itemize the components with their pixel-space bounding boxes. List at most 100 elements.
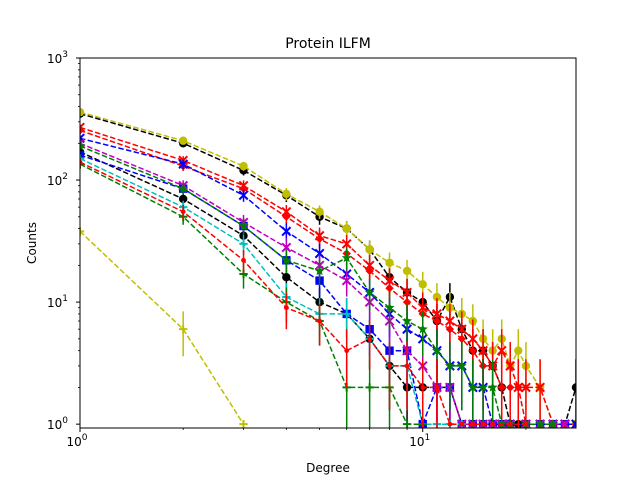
y-axis-label: Counts [25,222,39,264]
series-5-point-12 [457,334,466,344]
series-2-point-22 [571,383,576,392]
series-6-point-1 [178,159,189,170]
series-1-point-4 [315,207,324,216]
series-11-point-7 [387,363,392,369]
series-8-point-15 [487,382,498,392]
series-9-point-5 [342,309,351,319]
x-axis-label: Degree [306,461,350,475]
series-4-point-20 [535,382,546,393]
series-11-point-8 [404,363,410,369]
series-11-point-0 [80,159,83,165]
series-9-point-0 [80,154,85,163]
series-11-point-17 [523,421,529,427]
series-1-point-9 [418,280,427,289]
series-2-point-3 [282,272,291,282]
series-8-point-7 [384,302,395,312]
series-12-point-1 [178,324,188,334]
series-11-point-1 [180,209,186,215]
series-10-point-8 [402,419,412,428]
series-8-point-5 [341,252,352,263]
series-11-point-15 [490,421,496,427]
series-1-point-1 [178,136,188,145]
series-1-point-3 [282,189,291,199]
series-1-point-18 [514,346,523,355]
series-7-point-3 [281,242,292,253]
series-8-point-14 [478,382,488,392]
series-5-point-6 [365,266,374,276]
series-4-point-19 [521,382,531,393]
series-8-point-9 [417,324,428,334]
series-3-point-0 [80,150,85,160]
series-11-point-11 [447,421,453,427]
series-8-point-6 [364,287,375,297]
series-12-point-2 [239,419,248,428]
series-0-line [80,112,576,425]
series-8-point-8 [402,315,412,326]
y-tick-exponent-3: 3 [62,50,68,60]
series-8-point-2 [238,220,249,231]
y-tick-exponent-0: 0 [62,416,68,426]
series-5-point-10 [432,316,442,326]
series-layer [80,107,576,428]
y-tick-exponent-2: 2 [62,172,68,182]
series-10-point-6 [365,383,374,392]
series-1-point-2 [239,161,248,171]
series-5-point-0 [80,126,85,135]
series-11 [80,157,529,428]
series-1-point-10 [432,292,442,302]
series-7-point-21 [560,419,570,428]
series-8-point-10 [432,345,442,355]
series-5 [80,126,576,428]
series-6-point-22 [571,419,576,428]
series-11-point-6 [367,336,373,342]
series-1-point-7 [385,258,394,267]
series-7-point-5 [341,275,352,286]
series-5-point-2 [239,184,248,193]
series-8-point-13 [467,382,478,392]
y-tick-exponent-1: 1 [62,294,68,304]
series-11-point-3 [283,305,289,311]
series-8-point-4 [314,265,325,276]
series-1-point-5 [342,224,351,233]
series-8-point-12 [456,360,467,371]
series-12 [80,227,248,428]
series-8-point-11 [444,360,455,371]
series-9-point-2 [239,239,248,249]
series-6-point-3 [281,226,292,237]
series-5-point-3 [282,212,291,221]
series-8-point-19 [535,419,545,428]
series-8-point-0 [80,140,85,151]
series-11-point-13 [470,421,476,427]
series-1-point-6 [365,245,374,254]
series-1-line [80,111,576,425]
chart-title: Protein ILFM [285,36,371,52]
series-4-point-5 [341,238,352,249]
series-4-point-16 [496,345,507,356]
series-5-point-18 [514,383,523,392]
series-6-point-2 [238,190,249,201]
series-11-point-10 [434,385,440,390]
series-11-point-16 [507,421,513,427]
series-5-point-17 [506,383,515,392]
series-11-point-4 [317,318,322,324]
series-6-point-4 [314,248,325,259]
plot-frame [79,57,577,429]
series-12-point-0 [80,227,85,236]
series-5-point-8 [402,297,412,307]
series-11-point-5 [344,348,350,354]
series-1-point-0 [80,107,85,117]
series-4-line [80,126,576,425]
series-11-point-14 [480,421,486,427]
series-11-point-12 [459,421,465,427]
series-8-point-20 [548,419,558,428]
series-11-point-9 [420,385,426,390]
series-8-point-1 [178,183,189,193]
series-5-point-11 [445,324,455,334]
series-5-point-16 [497,383,506,392]
series-8-point-3 [281,255,292,265]
series-5-point-7 [385,283,394,293]
series-5-point-13 [468,346,478,355]
series-2-point-1 [178,194,188,204]
series-1-point-8 [402,266,412,276]
